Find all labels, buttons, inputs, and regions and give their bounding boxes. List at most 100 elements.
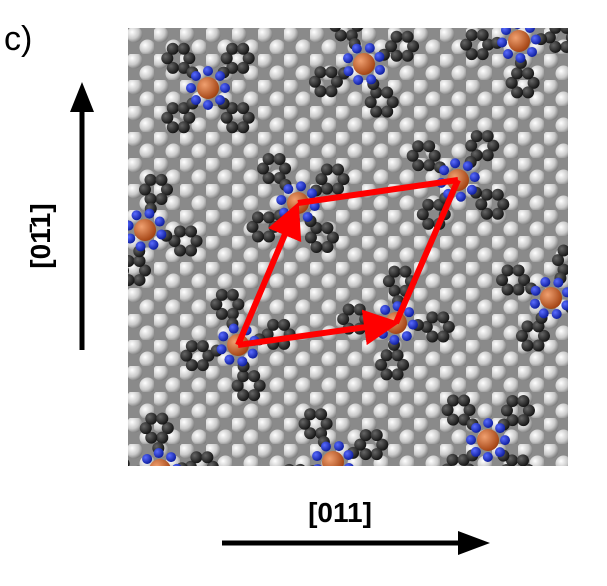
carbon-atom: [308, 75, 321, 88]
metal-atom: [477, 429, 499, 451]
nitrogen-atom: [514, 28, 521, 30]
substrate: [128, 28, 568, 466]
nitrogen-atom: [148, 239, 159, 250]
carbon-atom: [166, 102, 179, 115]
carbon-atom: [304, 231, 317, 244]
carbon-atom: [332, 163, 345, 176]
carbon-atom: [496, 273, 509, 286]
carbon-atom: [226, 288, 239, 301]
nitrogen-atom: [190, 95, 201, 106]
carbon-atom: [101, 467, 113, 479]
carbon-atom: [482, 38, 495, 51]
nitrogen-atom: [186, 83, 196, 93]
carbon-atom: [107, 458, 119, 470]
carbon-atom: [577, 301, 589, 313]
metal-atom: [540, 287, 562, 309]
carbon-atom: [104, 203, 116, 215]
horizontal-axis-label: [011]: [308, 497, 372, 528]
carbon-atom: [300, 473, 312, 485]
carbon-atom: [166, 121, 179, 134]
carbon-atom: [262, 211, 275, 224]
carbon-atom: [339, 485, 351, 497]
nitrogen-atom: [312, 451, 323, 462]
carbon-atom: [588, 320, 600, 332]
carbon-atom: [251, 230, 264, 243]
carbon-atom: [246, 220, 259, 233]
nitrogen-atom: [333, 441, 344, 452]
carbon-atom: [237, 389, 250, 402]
carbon-atom: [139, 422, 152, 435]
carbon-atom: [315, 173, 328, 186]
carbon-atom: [422, 217, 435, 230]
carbon-atom: [304, 427, 317, 440]
nitrogen-atom: [172, 463, 182, 466]
carbon-atom: [346, 10, 358, 22]
nitrogen-atom: [466, 434, 477, 445]
carbon-atom: [401, 30, 414, 43]
metal-atom: [197, 77, 219, 99]
carbon-atom: [516, 454, 529, 466]
carbon-atom: [354, 438, 367, 451]
nitrogen-atom: [218, 331, 229, 342]
carbon-atom: [446, 453, 459, 466]
carbon-atom: [560, 40, 568, 53]
carbon-atom: [156, 431, 169, 444]
nitrogen-atom: [220, 83, 230, 93]
carbon-atom: [168, 506, 180, 518]
carbon-atom: [262, 230, 275, 243]
nitrogen-atom: [279, 207, 290, 218]
nitrogen-atom: [374, 51, 385, 62]
nitrogen-atom: [135, 241, 146, 252]
carbon-atom: [476, 29, 489, 42]
carbon-atom: [155, 173, 168, 186]
nitrogen-atom: [156, 482, 166, 492]
carbon-atom: [420, 320, 433, 333]
nitrogen-atom: [401, 331, 412, 342]
nitrogen-atom: [500, 28, 511, 36]
carbon-atom: [201, 451, 214, 464]
nitrogen-atom: [471, 422, 482, 433]
nitrogen-atom: [470, 446, 481, 457]
carbon-atom: [128, 459, 130, 466]
nitrogen-atom: [374, 64, 385, 75]
carbon-atom: [155, 192, 168, 205]
carbon-atom: [128, 219, 130, 229]
carbon-atom: [506, 395, 519, 408]
carbon-atom: [180, 349, 193, 362]
carbon-atom: [174, 244, 187, 257]
carbon-atom: [441, 404, 454, 417]
carbon-atom: [370, 429, 383, 442]
nitrogen-atom: [302, 211, 313, 222]
carbon-atom: [521, 320, 534, 333]
carbon-atom: [185, 244, 198, 257]
carbon-atom: [442, 320, 455, 333]
carbon-atom: [520, 0, 532, 5]
carbon-atom: [332, 182, 345, 195]
carbon-atom: [359, 429, 372, 442]
carbon-atom: [543, 31, 556, 44]
carbon-atom: [511, 86, 524, 99]
carbon-atom: [522, 67, 535, 80]
nitrogen-atom: [138, 466, 148, 476]
cell-edge: [393, 178, 461, 325]
carbon-atom: [145, 412, 158, 425]
carbon-atom: [512, 264, 525, 277]
nitrogen-atom: [247, 348, 258, 359]
carbon-atom: [196, 359, 209, 372]
carbon-atom: [298, 417, 311, 430]
carbon-atom: [160, 183, 173, 196]
carbon-atom: [569, 245, 581, 257]
nitrogen-atom: [335, 472, 345, 482]
nitrogen-atom: [450, 158, 461, 169]
carbon-atom: [257, 162, 270, 175]
carbon-atom: [156, 412, 169, 425]
carbon-atom: [401, 49, 414, 62]
carbon-atom: [480, 207, 493, 220]
carbon-atom: [128, 274, 135, 287]
nitrogen-atom: [494, 447, 505, 458]
carbon-atom: [412, 140, 425, 153]
nitrogen-atom: [515, 52, 526, 63]
nitrogen-atom: [553, 277, 564, 288]
carbon-atom: [109, 213, 121, 225]
carbon-atom: [447, 413, 460, 426]
